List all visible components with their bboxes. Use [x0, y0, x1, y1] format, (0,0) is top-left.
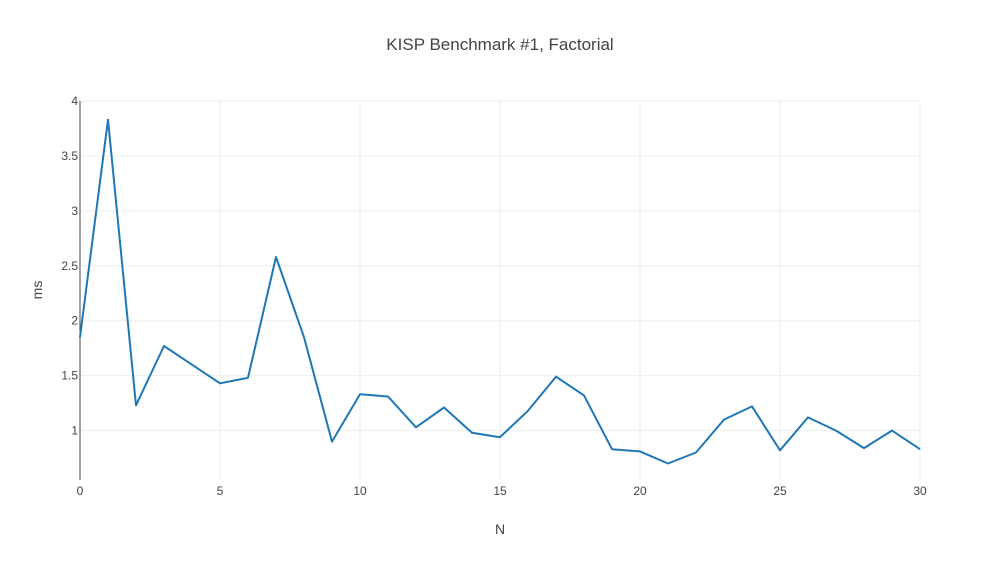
x-tick-label: 5: [217, 484, 224, 498]
y-axis-title: ms: [29, 281, 45, 300]
y-tick-label: 1: [71, 424, 78, 438]
chart-title: KISP Benchmark #1, Factorial: [386, 35, 613, 54]
x-tick-label: 15: [493, 484, 507, 498]
series-layer: [79, 118, 921, 465]
x-tick-label: 25: [773, 484, 787, 498]
y-tick-label: 4: [71, 94, 78, 108]
tick-labels: 0 5 10 15 20 25 30 1 1.5 2 2.5 3 3.5 4: [61, 94, 927, 498]
x-tick-label: 10: [353, 484, 367, 498]
x-tick-label: 0: [77, 484, 84, 498]
x-axis-title: N: [495, 521, 505, 537]
x-tick-label: 20: [633, 484, 647, 498]
y-tick-label: 1.5: [61, 369, 78, 383]
x-tick-label: 30: [913, 484, 927, 498]
y-tick-label: 2: [71, 314, 78, 328]
y-tick-label: 2.5: [61, 259, 78, 273]
series-line: [79, 118, 921, 465]
y-tick-label: 3.5: [61, 149, 78, 163]
y-tick-label: 3: [71, 204, 78, 218]
gridlines: [80, 100, 921, 480]
